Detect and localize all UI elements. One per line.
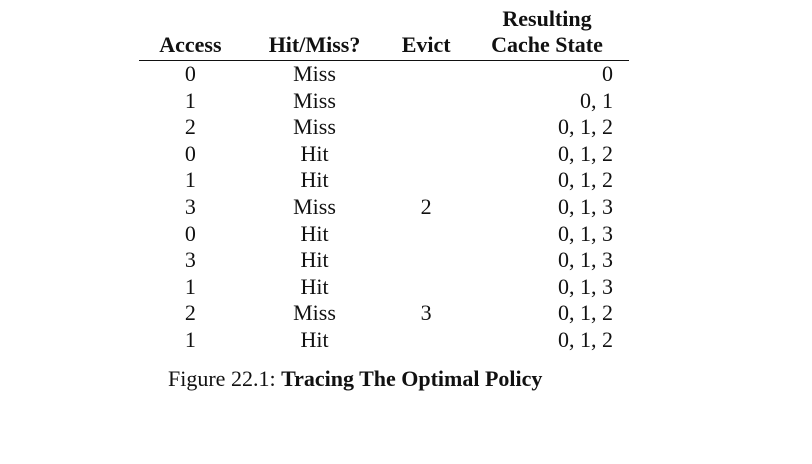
cell-hit-miss: Hit <box>300 326 329 352</box>
header-hit-miss: Hit/Miss? <box>241 32 388 61</box>
cell-evict <box>387 327 465 354</box>
table-row: 1 Hit 0, 1, 2 <box>139 167 629 194</box>
table-row: 1 Hit 0, 1, 3 <box>139 274 629 301</box>
cell-access: 0 <box>184 220 196 246</box>
trace-table-container: Resulting Access Hit/Miss? Evict Cache S… <box>139 6 629 354</box>
table-row: 0 Hit 0, 1, 2 <box>139 141 629 168</box>
cell-evict <box>387 88 465 115</box>
cell-cache-state: 0, 1, 2 <box>558 300 613 326</box>
table-row: 3 Hit 0, 1, 3 <box>139 247 629 274</box>
cell-access: 1 <box>184 273 196 299</box>
cell-hit-miss: Hit <box>300 273 329 299</box>
cell-cache-state: 0, 1, 3 <box>558 273 613 299</box>
cell-evict <box>387 141 465 168</box>
table-header: Resulting Access Hit/Miss? Evict Cache S… <box>139 6 629 61</box>
cell-cache-state: 0, 1, 3 <box>558 247 613 273</box>
header-state-line1: Resulting <box>502 6 592 31</box>
cell-evict <box>387 61 465 88</box>
table-row: 0 Hit 0, 1, 3 <box>139 221 629 248</box>
cell-cache-state: 0, 1, 3 <box>558 220 613 246</box>
cell-cache-state: 0, 1, 3 <box>558 193 613 219</box>
cell-evict <box>387 274 465 301</box>
cell-evict <box>387 247 465 274</box>
cell-access: 0 <box>184 140 196 166</box>
cell-access: 1 <box>184 167 196 193</box>
cell-evict: 2 <box>420 193 432 219</box>
table-row: 2 Miss 0, 1, 2 <box>139 114 629 141</box>
trace-table: Resulting Access Hit/Miss? Evict Cache S… <box>139 6 629 354</box>
cell-evict <box>387 114 465 141</box>
header-spacer-hit <box>242 6 388 32</box>
cell-access: 0 <box>184 61 196 86</box>
cell-access: 1 <box>184 87 196 113</box>
table-row: 1 Miss 0, 1 <box>139 88 629 115</box>
table-row: 1 Hit 0, 1, 2 <box>139 327 629 354</box>
caption-label: Figure 22.1: <box>168 366 276 391</box>
figure-caption: Figure 22.1: Tracing The Optimal Policy <box>168 366 542 392</box>
table-row: 0 Miss 0 <box>139 61 629 88</box>
header-spacer-access <box>139 6 242 32</box>
caption-title: Tracing The Optimal Policy <box>281 366 543 391</box>
cell-access: 3 <box>184 247 196 273</box>
cell-cache-state: 0, 1, 2 <box>558 114 613 140</box>
cell-cache-state: 0 <box>602 61 613 86</box>
cell-hit-miss: Miss <box>293 61 336 86</box>
header-evict: Evict <box>387 32 466 61</box>
table-row: 2 Miss 3 0, 1, 2 <box>139 300 629 327</box>
cell-cache-state: 0, 1, 2 <box>558 140 613 166</box>
cell-hit-miss: Miss <box>293 300 336 326</box>
cell-cache-state: 0, 1, 2 <box>558 167 613 193</box>
cell-evict <box>387 167 465 194</box>
cell-evict <box>387 221 465 248</box>
cell-hit-miss: Miss <box>293 87 336 113</box>
header-access: Access <box>139 32 242 61</box>
cell-cache-state: 0, 1 <box>580 87 613 113</box>
cell-hit-miss: Hit <box>300 220 329 246</box>
cell-access: 2 <box>184 300 196 326</box>
cell-hit-miss: Hit <box>300 247 329 273</box>
cell-hit-miss: Hit <box>300 140 329 166</box>
cell-access: 2 <box>184 114 196 140</box>
cell-access: 3 <box>184 193 196 219</box>
cell-cache-state: 0, 1, 2 <box>558 326 613 352</box>
cell-access: 1 <box>184 326 196 352</box>
header-spacer-evict <box>387 6 465 32</box>
cell-hit-miss: Hit <box>300 167 329 193</box>
header-row-bottom: Access Hit/Miss? Evict Cache State <box>139 32 629 61</box>
cell-evict: 3 <box>420 300 432 326</box>
header-row-top: Resulting <box>139 6 629 32</box>
cell-hit-miss: Miss <box>293 193 336 219</box>
cell-hit-miss: Miss <box>293 114 336 140</box>
table-row: 3 Miss 2 0, 1, 3 <box>139 194 629 221</box>
header-state-line2: Cache State <box>465 32 629 61</box>
